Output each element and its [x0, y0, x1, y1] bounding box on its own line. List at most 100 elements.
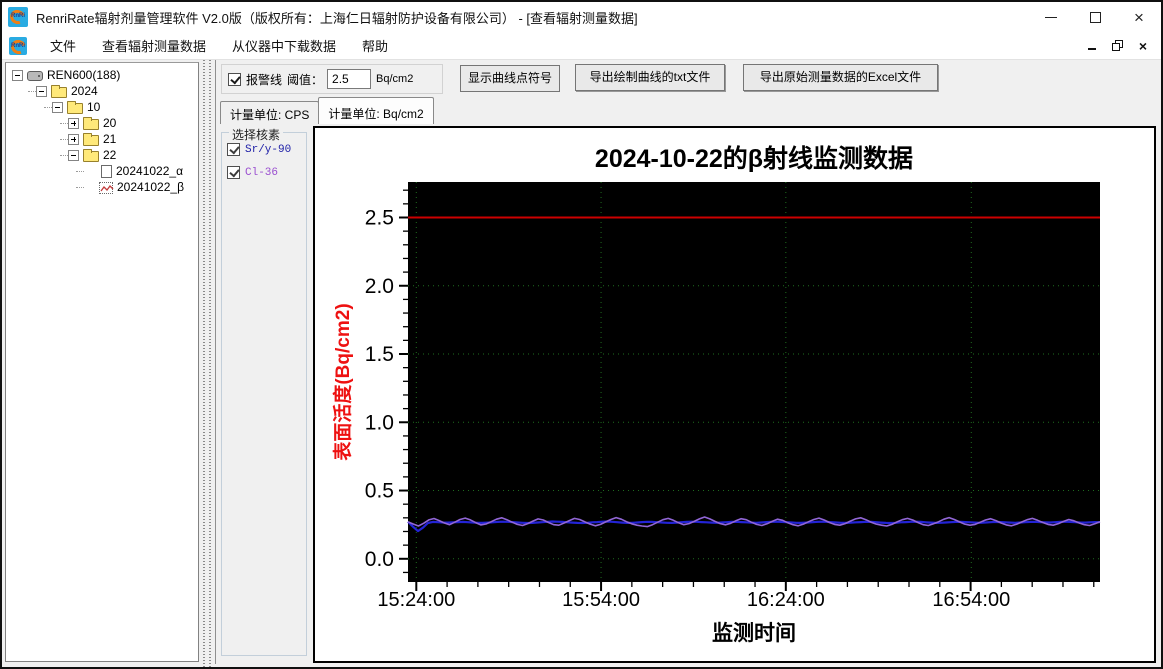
tree-expander-minus-icon[interactable]: [36, 85, 47, 97]
tree-item-label: 20: [103, 116, 117, 130]
chart-icon: [99, 181, 114, 194]
plot-area: [408, 182, 1100, 582]
menu-item-3[interactable]: 帮助: [362, 39, 389, 54]
x-tick-label: 16:24:00: [747, 589, 825, 611]
title-bar: RnRi RenriRate辐射剂量管理软件 V2.0版（版权所有：上海仁日辐射…: [2, 2, 1161, 32]
window-controls: ×: [1029, 2, 1161, 32]
tree-indent: [6, 179, 76, 195]
tree-indent: [6, 147, 60, 163]
tree-item[interactable]: 21: [6, 131, 198, 147]
tree-expander-minus-icon[interactable]: [12, 69, 23, 81]
menu-bar: RnRi 文件 查看辐射测量数据 从仪器中下载数据 帮助 ×: [2, 32, 1161, 60]
folder-icon: [83, 148, 99, 162]
close-button[interactable]: ×: [1117, 2, 1161, 32]
panel-splitter[interactable]: [200, 60, 215, 667]
tree-connector: [44, 106, 52, 108]
nuclide-label: Sr/y-90: [245, 143, 292, 156]
y-tick-label: 0.0: [365, 548, 394, 571]
alarm-settings-group: 报警线 阈值： Bq/cm2: [221, 64, 443, 94]
mdi-minimize-icon: [1087, 48, 1096, 50]
tree-indent: [6, 115, 60, 131]
tree-item[interactable]: 20241022_β: [6, 179, 198, 195]
tree-connector: [60, 122, 68, 124]
tree-item[interactable]: REN600(188): [6, 67, 198, 83]
tab-unit-1[interactable]: 计量单位: Bq/cm2: [318, 97, 434, 124]
tree-expander-plus-icon[interactable]: [68, 117, 79, 129]
x-tick-label: 16:54:00: [932, 589, 1010, 611]
x-tick-label: 15:24:00: [377, 589, 455, 611]
y-tick-label: 1.0: [365, 411, 394, 434]
tree-item[interactable]: 10: [6, 99, 198, 115]
measurement-tree: REN600(188) 2024 10 20 21 22 20241022_α 2024102…: [5, 62, 199, 662]
tree-item[interactable]: 2024: [6, 83, 198, 99]
y-tick-label: 2.5: [365, 206, 394, 229]
doc-icon: [101, 164, 112, 178]
tree-item-label: REN600(188): [47, 68, 121, 82]
tree-connector: [60, 138, 68, 140]
tree-indent: [6, 83, 28, 99]
chart-container: 2024-10-22的β射线监测数据 0.0 0.5 1.0 1.5 2.0 2.5 15:2…: [313, 126, 1156, 663]
mdi-close-button[interactable]: ×: [1139, 38, 1147, 54]
nuclide-label: Cl-36: [245, 166, 279, 179]
y-axis-title: 表面活度(Bq/cm2): [331, 303, 354, 460]
mdi-restore-button[interactable]: [1111, 40, 1123, 51]
mdi-minimize-button[interactable]: [1087, 41, 1096, 50]
alarm-line-label: 报警线: [246, 72, 283, 87]
menu-items: 文件 查看辐射测量数据 从仪器中下载数据 帮助: [39, 32, 399, 59]
tree-expander-plus-icon[interactable]: [68, 133, 79, 145]
mdi-close-icon: ×: [1138, 37, 1147, 54]
tree-connector: [76, 186, 84, 188]
menu-item-2[interactable]: 从仪器中下载数据: [232, 39, 337, 54]
y-tick-label: 0.5: [365, 480, 394, 503]
menu-item-1[interactable]: 查看辐射测量数据: [102, 39, 207, 54]
close-icon: ×: [1134, 7, 1144, 27]
threshold-unit-label: Bq/cm2: [376, 73, 414, 85]
minimize-button[interactable]: [1029, 2, 1073, 32]
nuclide-select-group: 选择核素 Sr/y-90 Cl-36: [221, 126, 307, 656]
app-logo-icon: RnRi: [7, 7, 28, 27]
nuclide-item: Cl-36: [227, 166, 306, 179]
client-area: REN600(188) 2024 10 20 21 22 20241022_α 2024102…: [2, 60, 1161, 667]
content-panel: 报警线 阈值： Bq/cm2 显示曲线点符号 导出绘制曲线的txt文件 导出原始…: [215, 60, 1158, 664]
tree-connector: [76, 170, 84, 172]
chart-title: 2024-10-22的β射线监测数据: [595, 144, 913, 173]
export-excel-button[interactable]: 导出原始测量数据的Excel文件: [743, 64, 938, 91]
show-curve-points-button[interactable]: 显示曲线点符号: [460, 65, 560, 92]
tree-item[interactable]: 20: [6, 115, 198, 131]
device-icon: [27, 71, 43, 81]
threshold-input[interactable]: [327, 69, 372, 89]
x-axis-title: 监测时间: [712, 621, 796, 645]
tree-indent: [6, 131, 60, 147]
window-title: RenriRate辐射剂量管理软件 V2.0版（版权所有：上海仁日辐射防护设备有…: [36, 10, 638, 26]
nuclide-group-title: 选择核素: [229, 126, 284, 143]
mdi-window-controls: ×: [1087, 38, 1147, 54]
tree-indent: [6, 163, 76, 179]
maximize-button[interactable]: [1073, 2, 1117, 32]
tree-item-label: 20241022_β: [117, 180, 184, 194]
export-txt-button[interactable]: 导出绘制曲线的txt文件: [575, 64, 725, 91]
tree-connector: [60, 154, 68, 156]
folder-icon: [83, 116, 99, 130]
menu-item-0[interactable]: 文件: [50, 39, 77, 54]
nuclide-checkbox-1[interactable]: [227, 166, 240, 179]
tab-unit-0[interactable]: 计量单位: CPS: [220, 101, 320, 124]
mdi-child-icon: RnRi: [8, 36, 29, 57]
tree-expander-minus-icon[interactable]: [52, 101, 63, 113]
tree-item-label: 2024: [71, 84, 98, 98]
alarm-line-checkbox[interactable]: [228, 72, 241, 86]
nuclide-checkbox-0[interactable]: [227, 143, 240, 156]
folder-icon: [83, 132, 99, 146]
tree-item[interactable]: 22: [6, 147, 198, 163]
logo-text: RnRi: [11, 42, 25, 49]
minimize-icon: [1045, 16, 1057, 18]
tree-expander-minus-icon[interactable]: [68, 149, 79, 161]
tree-item-label: 20241022_α: [116, 164, 184, 178]
monitoring-chart: 2024-10-22的β射线监测数据 0.0 0.5 1.0 1.5 2.0 2.5 15:2…: [331, 144, 1101, 645]
tree-indent: [6, 99, 44, 115]
tree-item[interactable]: 20241022_α: [6, 163, 198, 179]
x-tick-label: 15:54:00: [562, 589, 640, 611]
logo-text: RnRi: [11, 13, 25, 19]
maximize-icon: [1089, 11, 1101, 23]
nuclide-item: Sr/y-90: [227, 143, 306, 156]
